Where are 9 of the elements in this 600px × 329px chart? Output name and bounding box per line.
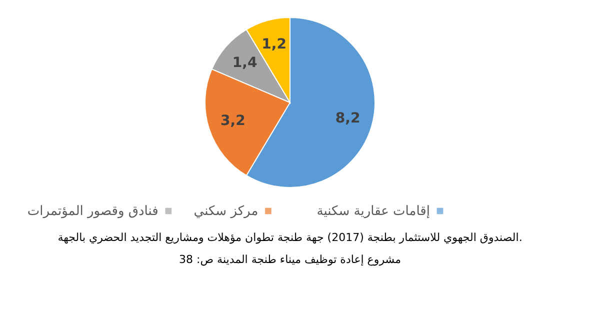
- data-label: 1,4: [232, 55, 258, 72]
- data-label: 1,2: [262, 36, 286, 53]
- legend-label: فنادق وقصور المؤتمرات: [27, 204, 158, 219]
- legend-label: إقامات عقارية سكنية: [316, 204, 430, 219]
- data-label: 3,2: [220, 113, 246, 130]
- legend-label: مركز سكني: [194, 204, 258, 219]
- text: الصندوق الجهوي للاستثمار بطنجة (2017) جهة طنجة تطوان مؤهلات ومشاريع التجديد الحضري بالجهة.: [58, 231, 522, 244]
- text: مشروع إعادة توظيف ميناء طنجة المدينة ص: 38: [179, 253, 402, 266]
- data-label: 8,2: [335, 110, 360, 126]
